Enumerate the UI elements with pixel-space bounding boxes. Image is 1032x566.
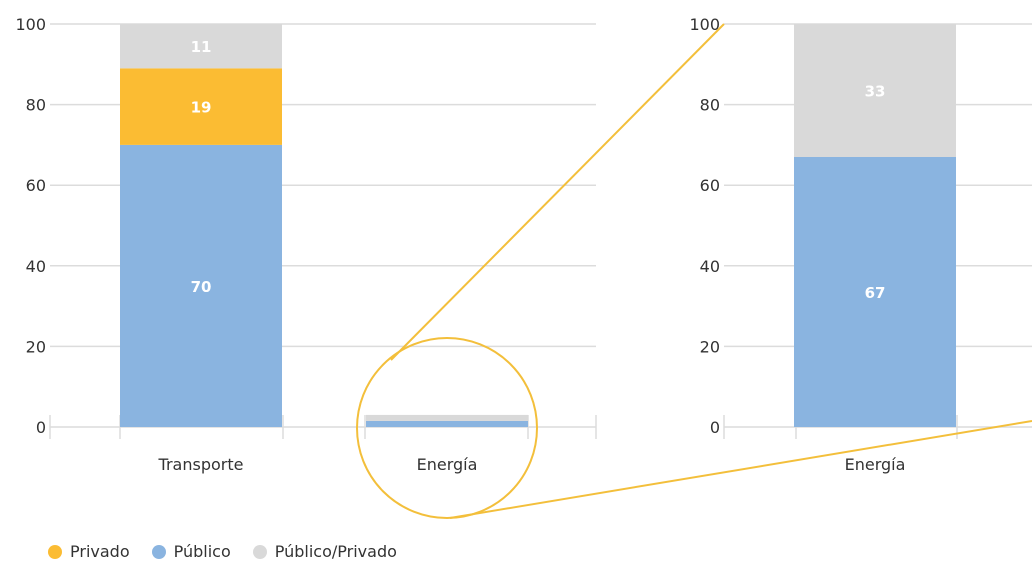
zoom-y-tick-label-100: 100: [689, 15, 720, 34]
main-bar-energia-publico-privado: [366, 414, 528, 421]
main-bar-energia-publico: [366, 420, 528, 427]
zoom-y-tick-label-0: 0: [710, 418, 720, 437]
main-y-tick-label-0: 0: [36, 418, 46, 437]
main-y-tick-label-40: 40: [26, 257, 46, 276]
legend-item-publico[interactable]: Público: [151, 542, 231, 561]
zoom-x-tick-label-energia: Energía: [845, 455, 906, 474]
legend-label-privado: Privado: [70, 542, 130, 561]
main-y-tick-label-100: 100: [15, 15, 46, 34]
zoom-connector-top: [390, 23, 725, 361]
zoom-data-label-energia-publico-privado: 33: [865, 82, 886, 100]
legend-label-publico: Público: [173, 542, 231, 561]
zoom-y-tick-label-40: 40: [700, 257, 720, 276]
main-data-label-transporte-publico-privado: 11: [191, 38, 212, 56]
zoom-bar-energia-publico-privado: [794, 24, 956, 157]
zoom-y-tick-label-20: 20: [700, 337, 720, 356]
main-bar-transporte-privado: [120, 68, 282, 145]
legend-swatch-publico-privado: [252, 544, 267, 559]
legend-swatch-privado: [48, 544, 62, 559]
legend-swatch-publico: [151, 544, 166, 559]
legend-label-publico-privado: Público/Privado: [274, 542, 397, 561]
main-x-tick-label-transporte: Transporte: [158, 455, 244, 474]
main-data-label-transporte-privado: 19: [191, 99, 212, 117]
zoom-data-label-energia-publico: 67: [865, 284, 886, 302]
legend-item-privado[interactable]: Privado: [48, 542, 130, 561]
main-y-tick-label-60: 60: [26, 176, 46, 195]
zoom-circle: [356, 337, 538, 519]
main-y-tick-label-20: 20: [26, 337, 46, 356]
zoom-y-tick-label-80: 80: [700, 96, 720, 115]
main-y-tick-label-80: 80: [26, 96, 46, 115]
legend: Privado Público Público/Privado: [48, 542, 419, 561]
main-bar-transporte-publico-privado: [120, 24, 282, 69]
zoom-y-tick-label-60: 60: [700, 176, 720, 195]
main-bar-transporte-publico: [120, 144, 282, 427]
main-data-label-transporte-publico: 70: [191, 278, 212, 296]
zoom-connector-bottom: [449, 420, 1032, 519]
legend-item-publico-privado[interactable]: Público/Privado: [252, 542, 397, 561]
main-x-tick-label-energia: Energía: [417, 455, 478, 474]
zoom-bar-energia-publico: [794, 156, 956, 428]
